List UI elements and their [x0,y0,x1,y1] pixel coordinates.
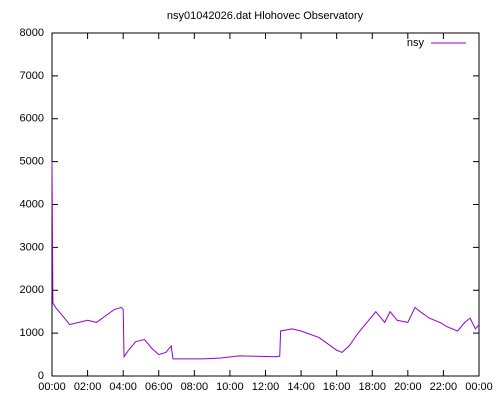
y-tick-label: 0 [38,370,44,382]
chart-title: nsy01042026.dat Hlohovec Observatory [167,10,364,22]
x-tick-label: 08:00 [181,381,209,393]
legend-label: nsy [407,37,425,49]
y-tick-label: 4000 [20,198,44,210]
y-tick-label: 8000 [20,27,44,39]
y-tick-label: 5000 [20,156,44,168]
x-tick-label: 00:00 [465,381,493,393]
x-tick-label: 18:00 [358,381,386,393]
y-tick-label: 1000 [20,327,44,339]
x-tick-label: 04:00 [109,381,137,393]
data-line [51,161,480,360]
x-tick-label: 14:00 [287,381,315,393]
x-tick-label: 02:00 [74,381,102,393]
x-tick-label: 16:00 [323,381,351,393]
x-tick-label: 06:00 [145,381,173,393]
x-tick-label: 00:00 [38,381,66,393]
x-tick-label: 10:00 [216,381,244,393]
x-tick-label: 20:00 [394,381,422,393]
y-tick-label: 2000 [20,284,44,296]
y-tick-label: 7000 [20,70,44,82]
y-tick-label: 6000 [20,113,44,125]
plot-frame [51,32,480,377]
y-tick-label: 3000 [20,241,44,253]
x-tick-label: 12:00 [252,381,280,393]
x-tick-label: 22:00 [430,381,458,393]
